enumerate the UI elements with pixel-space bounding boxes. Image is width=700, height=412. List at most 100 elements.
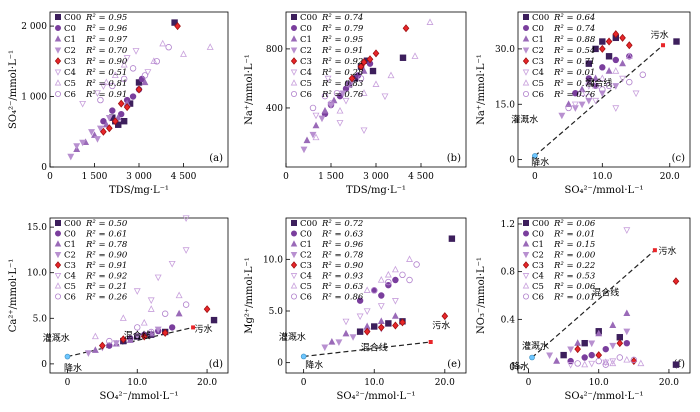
x-axis-label: SO₄²⁻/mmol·L⁻¹ [99, 391, 178, 402]
legend-r2: R² = 0.74 [553, 79, 595, 89]
point-c4 [623, 227, 631, 234]
data-points [67, 19, 214, 161]
point-c6 [309, 104, 317, 112]
panel-label: (e) [447, 359, 461, 370]
point-c1 [609, 321, 617, 328]
annotation: 降水 [531, 156, 549, 168]
legend-marker [54, 35, 62, 42]
point-c6 [161, 310, 169, 317]
point-c3 [630, 357, 638, 366]
annotation: 混合线 [592, 287, 619, 299]
legend: C00 R² = 0.74 C0 R² = 0.79 C1 R² = 0.95 C2 R² =… [290, 13, 364, 100]
legend-r2: R² = 0.50 [85, 219, 128, 229]
point-c5 [360, 89, 368, 96]
point-c2 [88, 129, 95, 136]
point-c6 [406, 276, 413, 284]
point-c5 [637, 359, 645, 367]
x-axis-label: SO₄²⁻/mmol·L⁻¹ [336, 391, 415, 402]
point-c1 [175, 309, 183, 317]
x-tick-label: 3 000 [363, 172, 389, 182]
point-c6 [399, 271, 406, 279]
x-tick-label: 4 500 [408, 172, 434, 182]
data-points [321, 235, 456, 352]
y-tick-label: 0.8 [501, 268, 516, 278]
legend-marker [54, 79, 62, 86]
point-c2 [578, 101, 586, 109]
point-c5 [411, 52, 419, 59]
point-c5 [102, 78, 110, 86]
point-c6 [385, 278, 392, 286]
point-c3 [605, 37, 613, 46]
point-c3 [363, 327, 371, 336]
point-c2 [571, 105, 579, 112]
mixing-line [303, 341, 431, 358]
point-c6 [574, 360, 581, 367]
annotation: 灌溉水 [511, 114, 538, 126]
legend-series-name: C6 [300, 293, 312, 303]
legend: C00 R² = 0.95 C0 R² = 0.96 C1 R² = 0.97 C2 R² =… [54, 13, 128, 100]
point-c5 [578, 89, 586, 96]
point-c2 [612, 83, 620, 90]
y-axis-label: Na⁺/mmol·L⁻¹ [244, 54, 255, 125]
y-tick-label: 0.4 [501, 315, 516, 325]
point-c00 [371, 323, 378, 330]
legend-series-name: C4 [64, 68, 76, 78]
panel-label: (d) [209, 359, 223, 370]
legend-series-name: C0 [300, 24, 312, 34]
legend-r2: R² = 0.81 [85, 79, 127, 89]
legend-r2: R² = 0.00 [553, 251, 596, 261]
legend: C00 R² = 0.64 C0 R² = 0.74 C1 R² = 0.88 C2 R² =… [522, 13, 596, 100]
point-c2 [133, 332, 141, 340]
panel-e: 0 10.0 20.0 0 5.0 10.0 SO₄²⁻/mmol·L⁻¹ Mg²⁺/mmol… [244, 217, 467, 402]
point-c3 [135, 85, 143, 94]
point-c6 [605, 82, 613, 90]
legend-r2: R² = 0.15 [553, 240, 595, 250]
point-c2 [154, 326, 162, 334]
legend-series-name: C0 [532, 24, 544, 34]
legend-r2: R² = 0.76 [321, 90, 364, 100]
legend-series-name: C5 [532, 79, 544, 89]
x-tick-label: 20.0 [660, 172, 680, 182]
legend-marker [290, 282, 298, 289]
legend-marker [54, 282, 62, 289]
legend-marker [523, 219, 530, 226]
legend-series-name: C1 [532, 35, 544, 45]
legend-marker [522, 47, 530, 54]
legend-r2: R² = 0.63 [321, 282, 363, 292]
point-c4 [154, 274, 162, 282]
point-c3 [348, 74, 356, 83]
point-c6 [595, 357, 602, 365]
legend-series-name: C00 [532, 13, 549, 23]
legend-r2: R² = 0.96 [321, 240, 364, 250]
point-c1 [328, 338, 336, 345]
point-c6 [599, 86, 606, 93]
legend-series-name: C2 [300, 46, 312, 56]
point-c5 [384, 270, 392, 278]
legend-series-name: C6 [64, 90, 76, 100]
point-c3 [99, 341, 106, 350]
point-c5 [140, 318, 148, 326]
legend-series-name: C3 [64, 57, 76, 67]
legend-r2: R² = 0.01 [553, 230, 595, 240]
legend: C00 R² = 0.72 C0 R² = 0.63 C1 R² = 0.96 C2 R² =… [290, 219, 364, 303]
point-c4 [356, 313, 364, 321]
legend-series-name: C4 [300, 68, 312, 78]
point-c00 [581, 339, 588, 347]
point-c3 [119, 335, 127, 344]
point-c2 [309, 131, 317, 139]
x-tick-label: 0 [47, 172, 53, 182]
legend-marker [522, 35, 530, 42]
point-c4 [182, 215, 190, 222]
x-tick-label: 1 500 [82, 172, 108, 182]
legend-series-name: C2 [532, 251, 544, 261]
y-tick-label: 0 [509, 363, 515, 373]
x-tick-label: 10.0 [364, 378, 384, 388]
point-c1 [595, 329, 603, 337]
legend-series-name: C3 [532, 57, 544, 67]
point-c2 [67, 153, 75, 161]
point-c00 [385, 320, 392, 327]
point-c5 [581, 360, 589, 368]
sewage-endmember [191, 325, 196, 330]
point-c2 [73, 143, 81, 150]
x-tick-label: 20.0 [659, 378, 679, 388]
